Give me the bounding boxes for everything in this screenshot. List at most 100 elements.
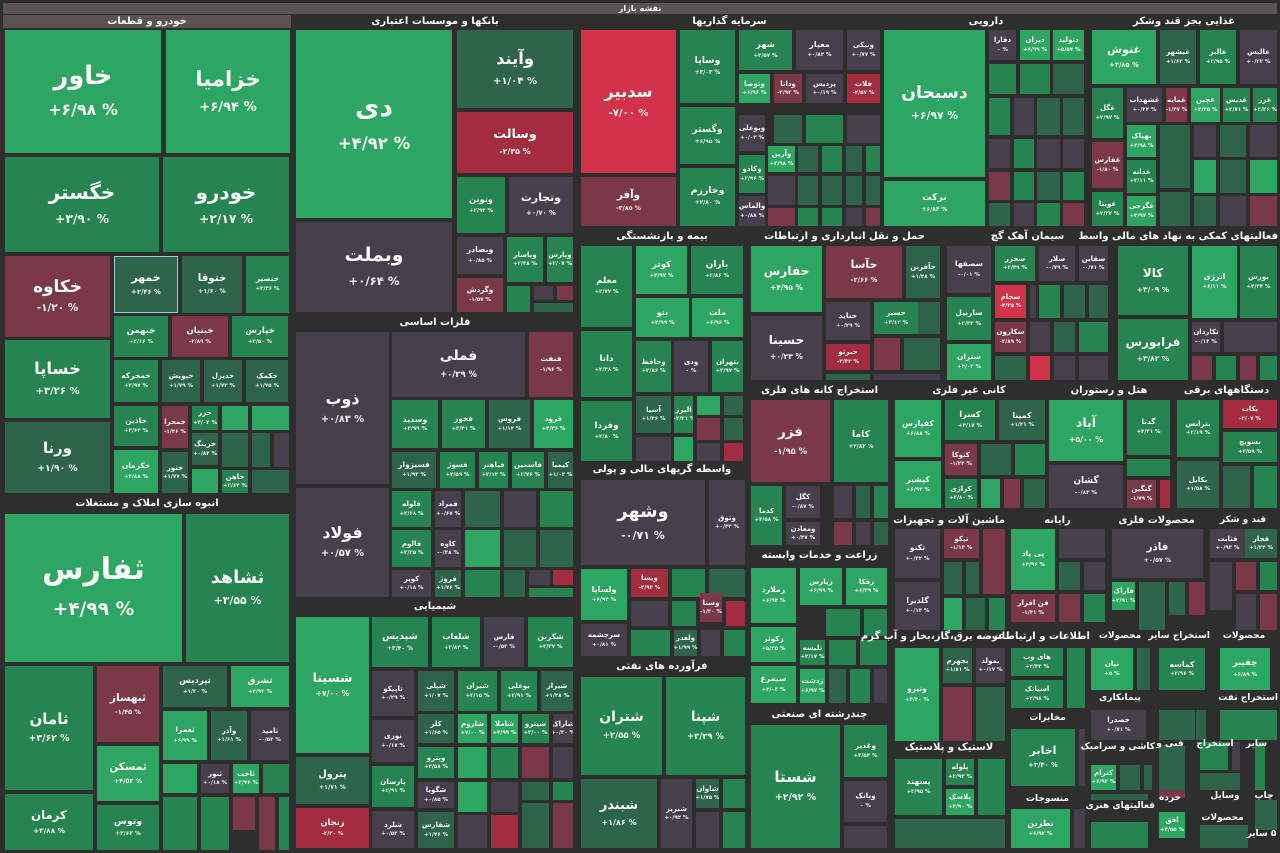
stock-tile[interactable]: خاور +۶/۹۸ % <box>5 30 161 153</box>
stock-tile[interactable]: پترول +۱/۷۱ % <box>296 757 369 804</box>
stock-tile[interactable]: شپدیس +۳/۴۰ % <box>372 617 428 667</box>
stock-tile[interactable] <box>465 491 500 527</box>
stock-tile[interactable]: فنفت -۱/۹۶ % <box>529 332 573 397</box>
stock-tile[interactable]: تکاردان -۰/۱۳ % <box>1192 322 1220 352</box>
stock-tile[interactable]: سصفها -۰/۰۱ % <box>947 246 991 293</box>
stock-tile[interactable]: والماس +۰/۸۸ % <box>739 196 765 226</box>
stock-tile[interactable] <box>1250 196 1277 226</box>
stock-tile[interactable]: وخارزم +۲/۸۰ % <box>680 168 735 226</box>
stock-tile[interactable] <box>1200 742 1228 770</box>
stock-tile[interactable] <box>829 640 856 665</box>
stock-tile[interactable] <box>1260 562 1277 590</box>
stock-tile[interactable]: وثوق +۰/۴۳ % <box>709 480 745 565</box>
stock-tile[interactable] <box>724 396 743 415</box>
stock-tile[interactable] <box>1220 125 1246 157</box>
stock-tile[interactable] <box>846 146 862 172</box>
stock-tile[interactable] <box>1037 172 1060 200</box>
stock-tile[interactable]: وکادو +۲/۹۶ % <box>739 155 765 193</box>
stock-tile[interactable] <box>1091 822 1148 848</box>
stock-tile[interactable]: غشهداب +۰/۲۴ % <box>1127 88 1162 122</box>
stock-tile[interactable]: بهپاک +۴/۹۸ % <box>1127 125 1156 157</box>
stock-tile[interactable] <box>1236 562 1256 590</box>
stock-tile[interactable]: فروژ +۱/۷۶ % <box>435 570 461 597</box>
stock-tile[interactable] <box>874 338 900 370</box>
stock-tile[interactable]: ستران +۴/۰۲ % <box>947 344 991 380</box>
stock-tile[interactable]: کویر +۰/۱۸ % <box>392 570 431 597</box>
stock-tile[interactable]: خنصیر +۳/۳۶ % <box>246 256 289 313</box>
stock-tile[interactable] <box>672 569 705 597</box>
stock-tile[interactable]: ثبهساز -۱/۴۵ % <box>97 666 159 742</box>
stock-tile[interactable]: خمحرا -۱/۴۶ % <box>162 406 188 448</box>
stock-tile[interactable] <box>252 406 289 430</box>
stock-tile[interactable]: غفارس -۱/۸۰ % <box>1092 142 1123 188</box>
stock-tile[interactable]: غدیس +۲/۷۱ % <box>1223 88 1250 122</box>
stock-tile[interactable]: گشان -۰/۸۳ % <box>1049 465 1123 508</box>
stock-tile[interactable] <box>1053 64 1084 94</box>
stock-tile[interactable] <box>1255 800 1277 830</box>
stock-tile[interactable] <box>768 176 795 205</box>
stock-tile[interactable] <box>557 286 573 300</box>
stock-tile[interactable]: ونیکی +۰/۷۷ % <box>847 30 880 70</box>
stock-tile[interactable] <box>1160 125 1190 188</box>
stock-tile[interactable] <box>856 486 870 518</box>
stock-tile[interactable]: خکاوه -۱/۲۰ % <box>5 256 110 337</box>
stock-tile[interactable]: ثشرق +۴/۹۲ % <box>231 666 289 707</box>
stock-tile[interactable] <box>529 588 573 597</box>
stock-tile[interactable]: ولغدر +۱/۹۹ % <box>674 630 697 656</box>
stock-tile[interactable] <box>1024 479 1045 508</box>
stock-tile[interactable]: فرابورس +۳/۸۲ % <box>1118 319 1188 380</box>
stock-tile[interactable]: فن افزار -۱/۳۱ % <box>1011 594 1055 622</box>
stock-tile[interactable]: وآفر -۲/۸۵ % <box>581 177 676 226</box>
stock-tile[interactable]: قجار +۱/۲۴ % <box>1245 529 1277 558</box>
stock-tile[interactable] <box>1220 160 1246 193</box>
stock-tile[interactable]: ثفارس +۴/۹۹ % <box>5 514 182 662</box>
stock-tile[interactable] <box>1194 125 1216 157</box>
stock-tile[interactable]: وگردش -۱/۵۷ % <box>457 278 503 312</box>
stock-tile[interactable]: شکربن +۳/۳۷ % <box>528 617 573 667</box>
stock-tile[interactable] <box>504 530 536 567</box>
stock-tile[interactable] <box>724 443 743 461</box>
stock-tile[interactable] <box>866 176 880 205</box>
stock-tile[interactable] <box>1063 172 1084 200</box>
stock-tile[interactable] <box>860 640 887 665</box>
stock-tile[interactable]: گلدیرا +۰/۱۳ % <box>895 582 940 630</box>
stock-tile[interactable]: خمهر +۲/۴۶ % <box>114 256 178 313</box>
stock-tile[interactable] <box>724 630 745 656</box>
stock-tile[interactable] <box>1059 562 1080 590</box>
stock-tile[interactable]: ولساپا +۶/۹۴ % <box>581 569 627 620</box>
stock-tile[interactable] <box>1037 139 1060 168</box>
stock-tile[interactable] <box>465 530 500 567</box>
stock-tile[interactable]: خودرو +۲/۱۷ % <box>163 157 289 252</box>
stock-tile[interactable]: ویترو +۳/۵۸ % <box>418 747 454 778</box>
stock-tile[interactable]: دیران +۶/۹۹ % <box>1020 30 1050 60</box>
stock-tile[interactable] <box>458 747 487 778</box>
stock-tile[interactable]: وبصادر +۰/۸۵ % <box>457 237 503 274</box>
stock-tile[interactable] <box>1169 582 1185 615</box>
stock-tile[interactable] <box>774 115 802 143</box>
stock-tile[interactable] <box>163 764 197 793</box>
stock-tile[interactable] <box>864 609 887 636</box>
stock-tile[interactable] <box>1030 322 1050 352</box>
stock-tile[interactable]: شپلی +۱/۰۷ % <box>418 671 454 711</box>
stock-tile[interactable] <box>553 570 573 585</box>
stock-tile[interactable] <box>966 562 979 594</box>
stock-tile[interactable] <box>995 356 1026 380</box>
stock-tile[interactable] <box>491 782 518 812</box>
stock-tile[interactable]: فزر -۱/۹۵ % <box>751 400 830 482</box>
stock-tile[interactable]: وبانک ۰ % <box>844 781 887 822</box>
stock-tile[interactable] <box>874 374 940 380</box>
stock-tile[interactable]: ثنور +۰/۱۸ % <box>201 764 229 793</box>
stock-tile[interactable]: تپکو -۱/۱۳ % <box>944 529 979 558</box>
stock-tile[interactable]: شستا +۲/۹۲ % <box>751 725 840 848</box>
stock-tile[interactable] <box>252 470 289 493</box>
stock-tile[interactable] <box>1159 790 1185 798</box>
stock-tile[interactable]: ثعمرا +۶/۹۹ % <box>163 711 207 760</box>
stock-tile[interactable] <box>491 747 518 778</box>
stock-tile[interactable]: کفپارس +۶/۸۸ % <box>895 400 941 457</box>
stock-tile[interactable] <box>540 491 573 527</box>
stock-tile[interactable]: البرز +۲/۲۱ % <box>674 396 693 433</box>
stock-tile[interactable]: حفارس +۴/۹۵ % <box>751 246 822 312</box>
stock-tile[interactable]: خپارس +۲/۵۰ % <box>232 316 288 357</box>
stock-tile[interactable]: شپنا +۳/۲۹ % <box>666 677 745 775</box>
stock-tile[interactable] <box>201 797 229 850</box>
